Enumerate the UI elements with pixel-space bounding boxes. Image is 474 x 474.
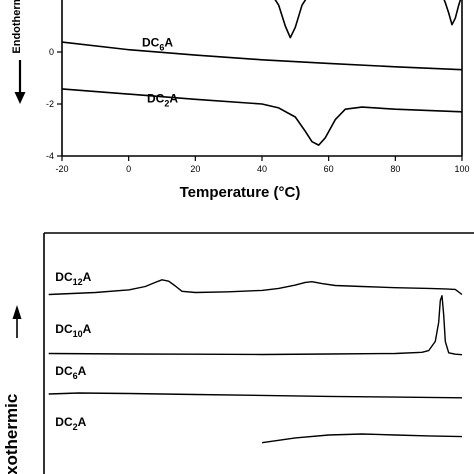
label-suffix: A xyxy=(78,364,87,378)
y-tick-label-0: 0 xyxy=(49,47,54,57)
top-y-axis-title: Endothermic xyxy=(11,0,23,54)
exothermic-arrow xyxy=(12,305,22,338)
top-label-dc6a: DC6A xyxy=(142,36,173,53)
label-subscript: 12 xyxy=(73,277,83,287)
label-base: DC xyxy=(142,36,160,50)
bottom-series-dc10a xyxy=(48,295,463,356)
x-tick-label-100: 100 xyxy=(454,164,469,174)
top-label-dc2a: DC2A xyxy=(147,92,178,109)
top-ticks: -20 0 20 40 60 80 100 0 -2 -4 xyxy=(46,47,470,174)
label-suffix: A xyxy=(169,92,178,106)
bottom-label-dc12a: DC12A xyxy=(55,270,91,287)
label-suffix: A xyxy=(164,36,173,50)
x-tick-label-20: 20 xyxy=(190,164,200,174)
bottom-series-dc12a xyxy=(48,279,463,296)
x-tick-label--20: -20 xyxy=(55,164,68,174)
x-tick-label-80: 80 xyxy=(390,164,400,174)
label-base: DC xyxy=(55,364,73,378)
top-series-dc6a xyxy=(61,41,463,71)
bottom-label-dc10a: DC10A xyxy=(55,322,91,339)
y-tick-label--2: -2 xyxy=(46,99,54,109)
top-x-axis-title: Temperature (°C) xyxy=(180,184,301,201)
bottom-label-dc6a: DC6A xyxy=(55,364,86,381)
label-subscript: 2 xyxy=(164,99,169,109)
label-subscript: 6 xyxy=(159,43,164,53)
label-suffix: A xyxy=(78,415,87,429)
x-tick-label-40: 40 xyxy=(257,164,267,174)
label-base: DC xyxy=(55,322,73,336)
label-suffix: A xyxy=(83,322,92,336)
bottom-label-dc2a: DC2A xyxy=(55,415,86,432)
label-subscript: 6 xyxy=(73,371,78,381)
bottom-series-dc2a xyxy=(261,433,463,444)
top-series-dc2a xyxy=(61,88,463,146)
label-subscript: 10 xyxy=(73,329,83,339)
label-base: DC xyxy=(55,270,73,284)
label-base: DC xyxy=(55,415,73,429)
label-base: DC xyxy=(147,92,165,106)
label-subscript: 2 xyxy=(73,422,78,432)
x-tick-label-0: 0 xyxy=(126,164,131,174)
top-series-top-partial-2 xyxy=(443,0,462,26)
bottom-y-axis-title: Exothermic xyxy=(2,394,21,474)
top-series-top-partial-1 xyxy=(274,0,307,39)
x-tick-label-60: 60 xyxy=(324,164,334,174)
endothermic-arrow xyxy=(14,60,26,104)
label-suffix: A xyxy=(83,270,92,284)
y-tick-label--4: -4 xyxy=(46,151,54,161)
bottom-series-dc6a xyxy=(48,392,463,399)
